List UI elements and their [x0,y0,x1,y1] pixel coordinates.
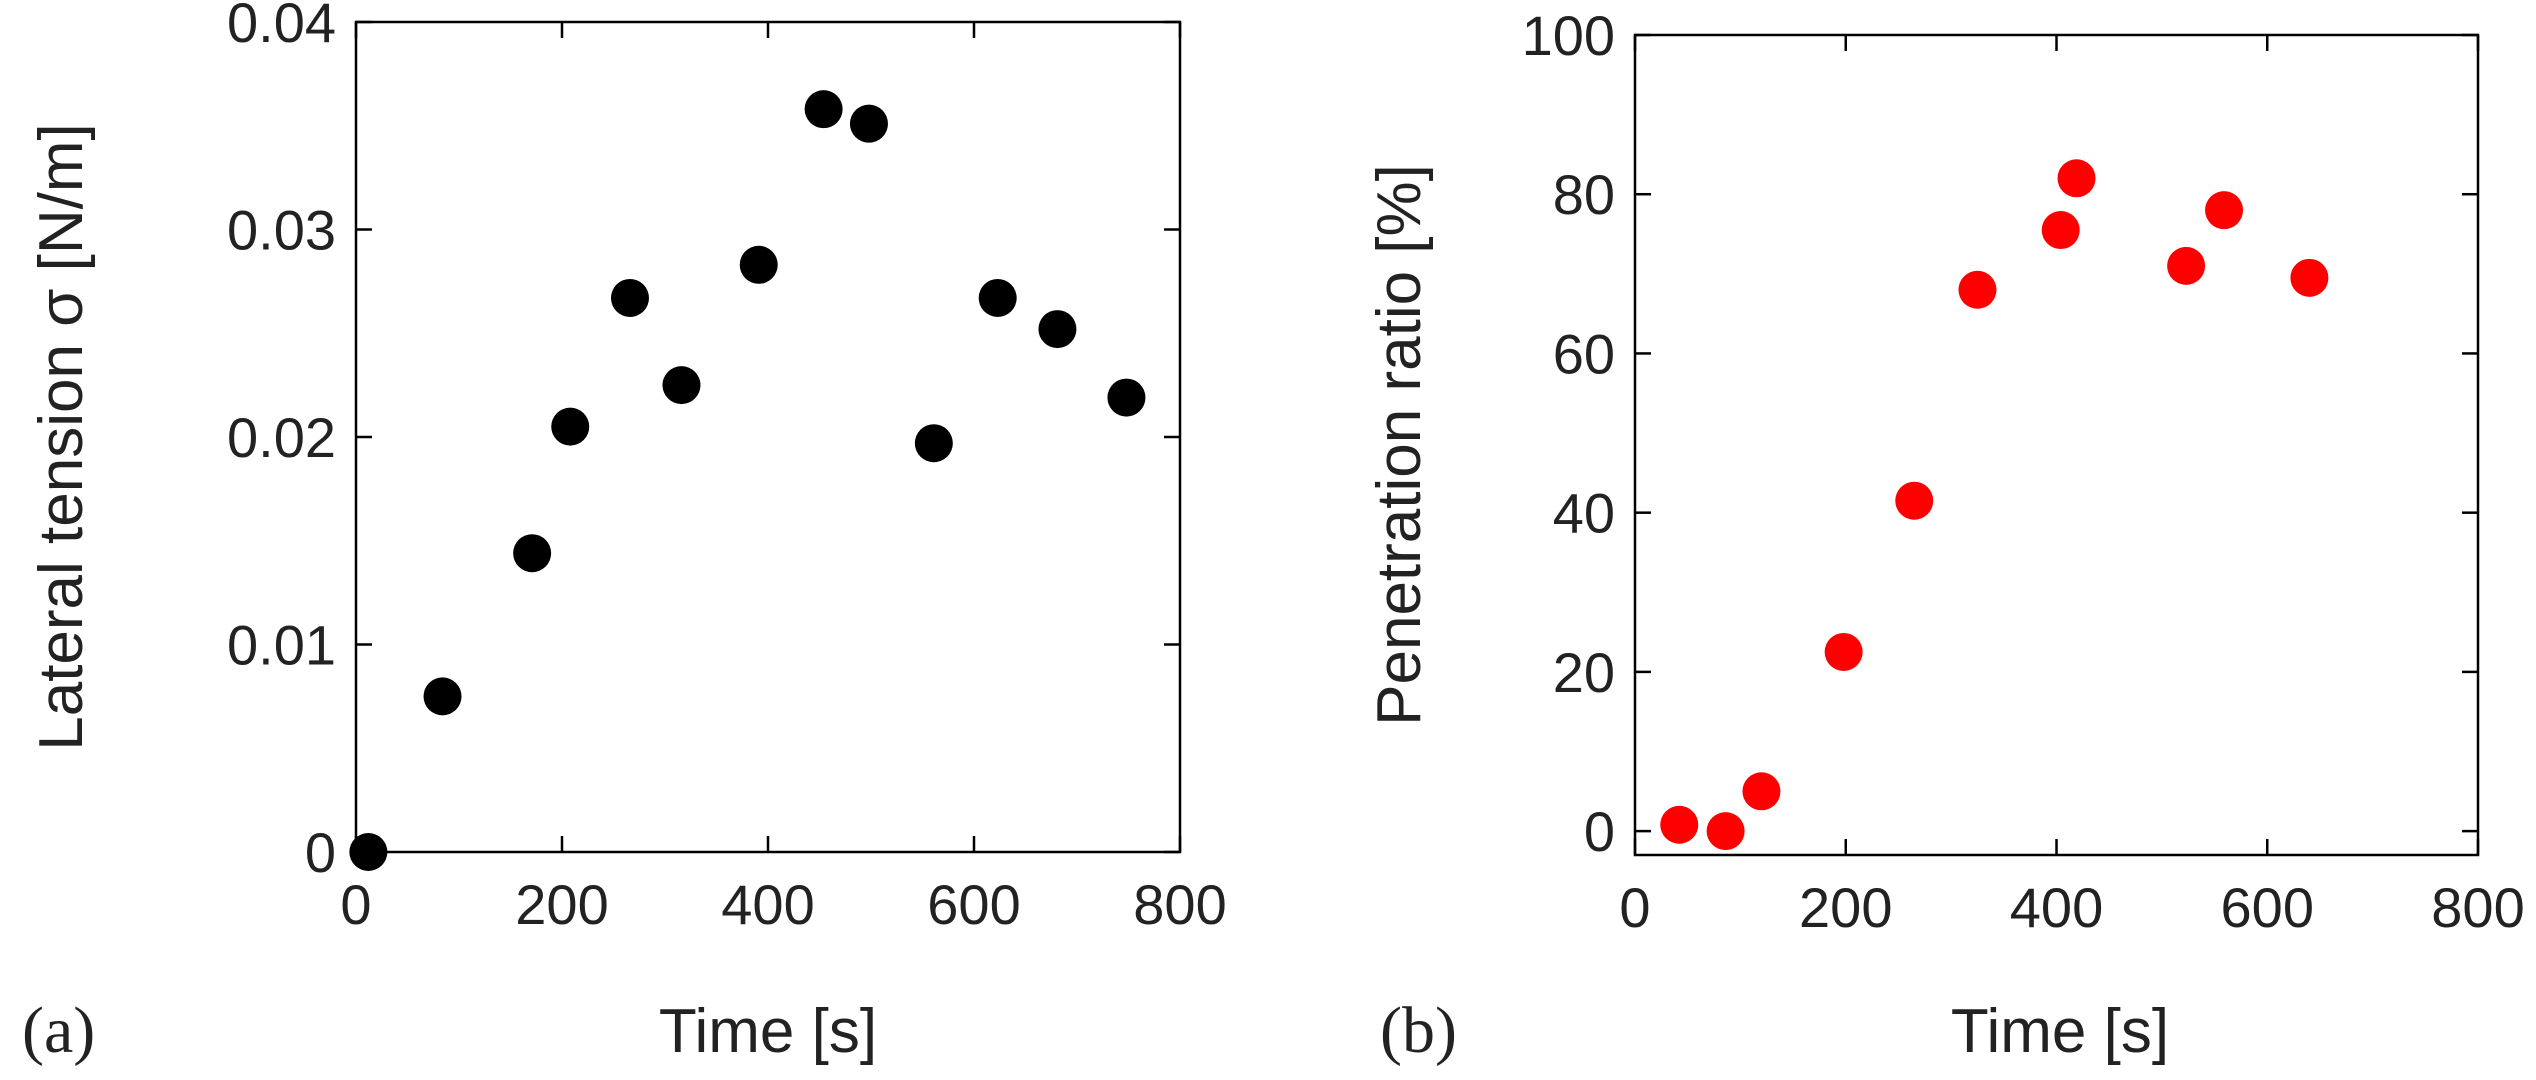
panel-a-x-axis-title: Time [s] [659,997,877,1066]
panel-a-y-tick-label: 0.04 [227,0,336,54]
panel-b-x-axis-title: Time [s] [1951,997,2169,1066]
panel-a-y-axis-title: Lateral tension σ [N/m] [27,123,96,751]
panel-b-data-point [1742,772,1781,811]
panel-b-data-point [1895,481,1934,520]
panel-a-panel-label: (a) [22,994,95,1067]
panel-a-y-tick-label: 0.01 [227,614,336,677]
panel-a-data-point [914,424,953,463]
panel-b-data-point [1958,270,1997,309]
panel-b-y-tick-label: 40 [1553,482,1615,545]
panel-b-data-point [2290,258,2329,297]
panel-a-x-tick-label: 200 [515,873,608,936]
panel-b-data-point [2205,191,2244,230]
panel-b-y-axis-title: Penetration ratio [%] [1365,164,1434,726]
panel-a-data-point [349,833,388,871]
panel-a-data-point [610,278,649,317]
panel-a-y-tick-label: 0.02 [227,406,336,469]
panel-a-x-tick-label: 800 [1133,873,1226,936]
panel-a-x-tick-label: 0 [340,873,371,936]
panel-a-data-point [423,677,462,716]
panel-b-x-tick-label: 200 [1799,876,1892,939]
panel-b-y-tick-label: 20 [1553,641,1615,704]
panel-b-x-tick-label: 800 [2431,876,2524,939]
panel-a-data-point [662,366,701,405]
panel-b-plot-frame [1633,33,2480,857]
panel-a-data-point [849,104,888,143]
panel-a-data-point [1038,310,1077,349]
panel-b-data-point [2167,246,2206,285]
panel-a-data-point [513,534,552,573]
panel-b-data-point [2041,211,2080,250]
panel-a-x-tick-label: 600 [927,873,1020,936]
panel-a-x-tick-label: 400 [721,873,814,936]
panel-a-data-point [1107,378,1146,417]
panel-a-chart: 0 200 400 600 800 0 0.01 0.02 0.03 0.04 Time [s] La… [22,0,1227,1067]
panel-b-data-point [1706,812,1745,851]
panel-a-y-tick-label: 0 [305,821,336,884]
panel-b-y-tick-label: 80 [1553,163,1615,226]
panel-b-x-tick-label: 0 [1619,876,1650,939]
panel-b-data-point [1824,632,1863,671]
panel-b-data-point [1660,805,1699,844]
panel-b-x-tick-label: 400 [2010,876,2103,939]
panel-b-data-point [2057,159,2096,198]
panel-b-chart: 0 200 400 600 800 0 20 40 60 80 100 Time [s] Penetra… [1365,4,2525,1067]
panel-a-data-point [804,90,843,129]
panel-b-y-tick-label: 0 [1584,800,1615,863]
panel-b-x-tick-label: 600 [2221,876,2314,939]
panel-b-panel-label: (b) [1380,994,1457,1067]
panel-a-data-point [739,245,778,284]
panel-b-y-tick-label: 60 [1553,322,1615,385]
panel-a-data-point [978,278,1017,317]
panel-a-plot-frame [354,20,1182,854]
panel-a-data-point [551,407,590,446]
panel-a-y-tick-label: 0.03 [227,199,336,262]
panel-b-y-tick-label: 100 [1522,4,1615,67]
